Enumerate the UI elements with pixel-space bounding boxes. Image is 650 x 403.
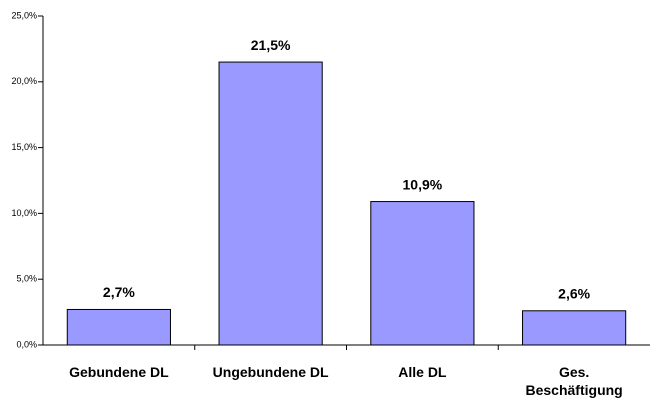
value-label: 21,5% — [251, 37, 291, 53]
bar — [218, 61, 323, 346]
y-tick-label: 15,0% — [11, 142, 37, 152]
y-tick-label: 20,0% — [11, 76, 37, 86]
value-label: 2,6% — [558, 285, 590, 301]
x-tick-label: Alle DL — [398, 364, 447, 380]
value-label: 2,7% — [103, 284, 135, 300]
x-tick-label: Ungebundene DL — [212, 364, 329, 380]
x-tick-label: Gebundene DL — [69, 364, 169, 380]
y-tick-label: 25,0% — [11, 10, 37, 20]
y-tick-label: 10,0% — [11, 208, 37, 218]
y-tick-label: 5,0% — [16, 274, 37, 284]
x-tick-label: Ges. Beschäftigung — [525, 364, 623, 398]
y-tick-label: 0,0% — [16, 339, 37, 349]
bar — [522, 310, 627, 346]
bar — [370, 201, 475, 346]
bar — [66, 308, 171, 346]
value-label: 10,9% — [403, 176, 443, 192]
